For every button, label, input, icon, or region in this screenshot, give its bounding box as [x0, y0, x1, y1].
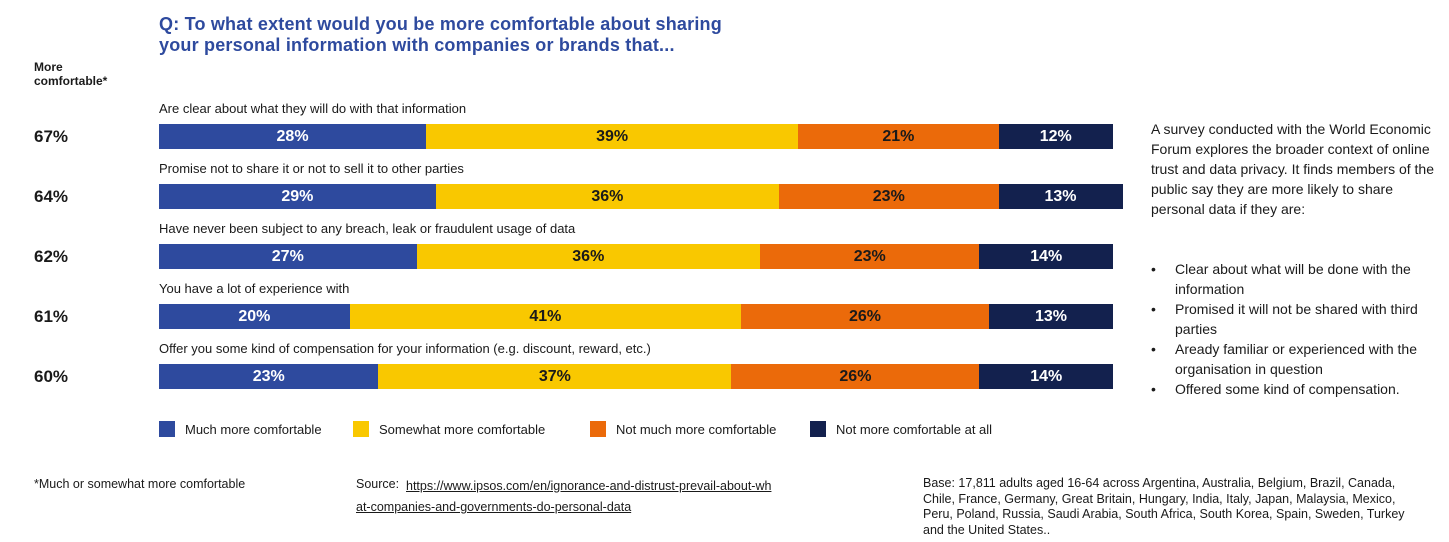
value-label: 21% — [882, 127, 915, 145]
total-label: 60% — [34, 367, 69, 386]
value-label: 27% — [271, 247, 304, 265]
bullet-text: Clear about what will be done with the i… — [1175, 261, 1411, 297]
total-label: 61% — [34, 307, 69, 326]
value-label: 14% — [1030, 247, 1063, 265]
value-label: 23% — [252, 367, 285, 385]
bullet-text: Offered some kind of compensation. — [1175, 381, 1400, 397]
total-label: 67% — [34, 127, 69, 146]
footnote: *Much or somewhat more comfortable — [34, 477, 246, 491]
bar-segment: 27% — [159, 244, 417, 269]
bar-segment: 36% — [435, 184, 780, 209]
bar-segment: 36% — [416, 244, 761, 269]
value-label: 39% — [596, 127, 629, 145]
value-label: 36% — [572, 247, 605, 265]
legend-label: Not much more comfortable — [616, 422, 777, 437]
value-label: 12% — [1039, 127, 1072, 145]
bar-segment: 21% — [798, 124, 999, 149]
bar-segment: 26% — [740, 304, 989, 329]
bar-segment: 14% — [979, 364, 1113, 389]
category-label: Offer you some kind of compensation for … — [159, 341, 651, 356]
bar-segment: 12% — [998, 124, 1113, 149]
bullet-dot: • — [1151, 381, 1156, 397]
source-link[interactable]: https://www.ipsos.com/en/ignorance-and-d… — [356, 479, 772, 514]
value-label: 28% — [276, 127, 309, 145]
bar-segment: 26% — [731, 364, 980, 389]
value-label: 23% — [853, 247, 886, 265]
value-label: 14% — [1030, 367, 1063, 385]
bar-segment: 39% — [426, 124, 799, 149]
bullet-text: Promised it will not be shared with thir… — [1175, 301, 1418, 337]
bullet-text: Aready familiar or experienced with the … — [1175, 341, 1418, 377]
value-label: 13% — [1034, 307, 1067, 325]
source-label: Source: — [356, 477, 400, 491]
legend-swatch — [353, 421, 369, 437]
value-label: 29% — [281, 187, 314, 205]
totals-title: More comfortable* — [34, 60, 108, 88]
bar-segment: 23% — [760, 244, 980, 269]
category-label: Are clear about what they will do with t… — [159, 101, 467, 116]
legend-swatch — [810, 421, 826, 437]
value-label: 13% — [1044, 187, 1077, 205]
legend-swatch — [590, 421, 606, 437]
bullet-dot: • — [1151, 261, 1156, 277]
legend-label: Not more comfortable at all — [836, 422, 993, 437]
total-label: 62% — [34, 247, 69, 266]
category-label: You have a lot of experience with — [159, 281, 350, 296]
bullet-dot: • — [1151, 301, 1156, 317]
value-label: 36% — [591, 187, 624, 205]
chart-title: Q: To what extent would you be more comf… — [159, 14, 722, 55]
legend-label: Somewhat more comfortable — [379, 422, 546, 437]
category-label: Promise not to share it or not to sell i… — [159, 161, 464, 176]
bar-segment: 28% — [159, 124, 427, 149]
bar-segment: 13% — [988, 304, 1113, 329]
bar-segment: 14% — [979, 244, 1113, 269]
bar-segment: 23% — [159, 364, 379, 389]
bullet-dot: • — [1151, 341, 1156, 357]
value-label: 26% — [839, 367, 872, 385]
base-note: Base: 17,811 adults aged 16-64 across Ar… — [923, 476, 1405, 537]
value-label: 20% — [238, 307, 271, 325]
value-label: 41% — [529, 307, 562, 325]
legend-label: Much more comfortable — [185, 422, 322, 437]
value-label: 37% — [538, 367, 571, 385]
bar-segment: 20% — [159, 304, 350, 329]
total-label: 64% — [34, 187, 69, 206]
legend-swatch — [159, 421, 175, 437]
value-label: 23% — [872, 187, 905, 205]
bar-segment: 23% — [779, 184, 999, 209]
sidebar-intro: A survey conducted with the World Econom… — [1151, 121, 1434, 217]
bar-segment: 41% — [349, 304, 741, 329]
bar-segment: 29% — [159, 184, 436, 209]
bar-segment: 37% — [378, 364, 732, 389]
value-label: 26% — [848, 307, 881, 325]
category-label: Have never been subject to any breach, l… — [159, 221, 576, 236]
bar-segment: 13% — [998, 184, 1123, 209]
